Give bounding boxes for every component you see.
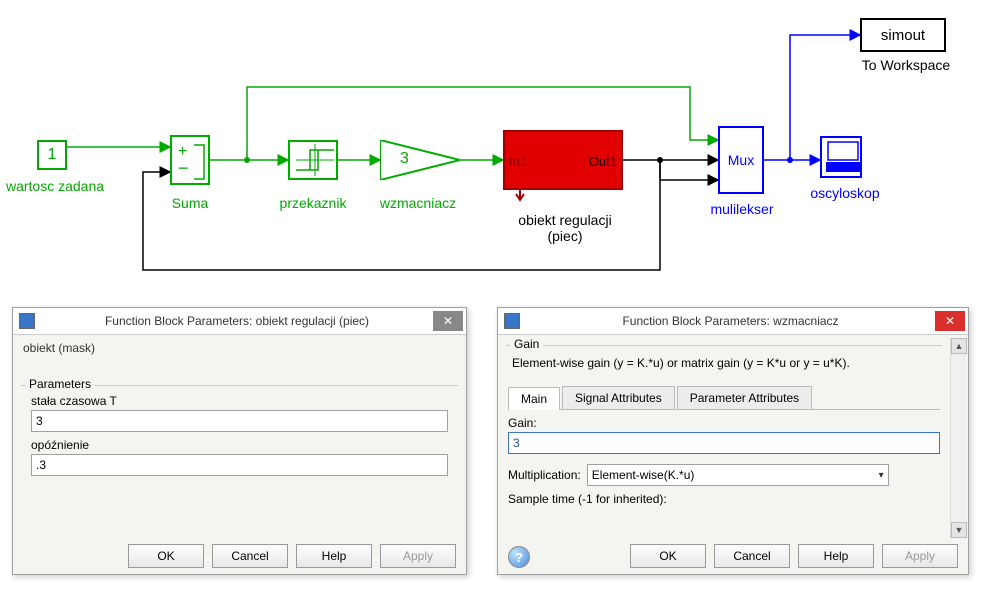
- scope-icon: [822, 136, 860, 178]
- mux-label: mulilekser: [707, 201, 777, 217]
- dialog1-field0-label: stała czasowa T: [31, 394, 448, 408]
- scope-label: oscyloskop: [805, 185, 885, 201]
- dialog2-sample-label: Sample time (-1 for inherited):: [508, 492, 940, 506]
- gain-label: wzmacniacz: [373, 195, 463, 211]
- dialog1-params-legend: Parameters: [25, 377, 95, 391]
- help-icon[interactable]: ?: [508, 546, 530, 568]
- sum-icon: [172, 137, 212, 187]
- dialog2-gain-fieldset: Gain Element-wise gain (y = K.*u) or mat…: [506, 345, 942, 380]
- dialog-wzmacniacz: Function Block Parameters: wzmacniacz ✕ …: [497, 307, 969, 575]
- toworkspace-block[interactable]: simout: [860, 18, 946, 52]
- tab-signal-attributes[interactable]: Signal Attributes: [562, 386, 675, 409]
- gain-value: 3: [400, 150, 409, 168]
- apply-button[interactable]: Apply: [882, 544, 958, 568]
- chevron-down-icon: ▾: [879, 470, 884, 481]
- dialog2-gain-label: Gain:: [508, 416, 940, 430]
- ok-button[interactable]: OK: [128, 544, 204, 568]
- gain-block[interactable]: 3: [380, 140, 460, 180]
- toworkspace-label: To Workspace: [846, 57, 966, 73]
- dialog2-titlebar[interactable]: Function Block Parameters: wzmacniacz ✕: [498, 308, 968, 335]
- sum-label: Suma: [160, 195, 220, 211]
- dialog2-desc: Element-wise gain (y = K.*u) or matrix g…: [506, 348, 942, 380]
- mux-block[interactable]: Mux: [718, 126, 764, 194]
- cancel-button[interactable]: Cancel: [212, 544, 288, 568]
- simulink-icon: [19, 313, 35, 329]
- dialog2-title: Function Block Parameters: wzmacniacz: [526, 314, 935, 328]
- apply-button[interactable]: Apply: [380, 544, 456, 568]
- dialog-obiekt: Function Block Parameters: obiekt regula…: [12, 307, 467, 575]
- subsystem-in-port: In1: [509, 154, 527, 169]
- dialog2-mult-value: Element-wise(K.*u): [592, 468, 695, 482]
- close-icon[interactable]: ✕: [935, 311, 965, 331]
- dialog1-field0-input[interactable]: [31, 410, 448, 432]
- simulink-icon: [504, 313, 520, 329]
- dialog2-mult-select[interactable]: Element-wise(K.*u) ▾: [587, 464, 889, 486]
- dialog2-gain-input[interactable]: [508, 432, 940, 454]
- constant-label: wartosc zadana: [0, 178, 110, 194]
- help-button[interactable]: Help: [798, 544, 874, 568]
- dialog2-tabs: Main Signal Attributes Parameter Attribu…: [508, 386, 940, 410]
- dialog1-titlebar[interactable]: Function Block Parameters: obiekt regula…: [13, 308, 466, 335]
- simulink-canvas: 1 wartosc zadana + − Suma przekaznik 3 w…: [0, 0, 988, 300]
- subsystem-label: obiekt regulacji (piec): [490, 212, 640, 244]
- dialog1-field1-input[interactable]: [31, 454, 448, 476]
- dialog1-mask-label: obiekt (mask): [13, 335, 466, 357]
- subsystem-out-port: Out1: [589, 154, 617, 169]
- gain-triangle-icon: [380, 140, 460, 180]
- dialog1-title: Function Block Parameters: obiekt regula…: [41, 314, 433, 328]
- dialog1-button-row: OK Cancel Help Apply: [128, 544, 456, 568]
- scroll-up-icon[interactable]: ▲: [951, 338, 967, 354]
- constant-block[interactable]: 1: [37, 140, 67, 170]
- sum-block[interactable]: + −: [170, 135, 210, 185]
- dialog1-params-fieldset: Parameters stała czasowa T opóźnienie: [21, 385, 458, 476]
- scroll-down-icon[interactable]: ▼: [951, 522, 967, 538]
- dialog2-scrollbar[interactable]: ▲ ▼: [950, 338, 966, 538]
- relay-block[interactable]: [288, 140, 338, 180]
- close-icon[interactable]: ✕: [433, 311, 463, 331]
- dialog2-button-row: OK Cancel Help Apply: [630, 544, 958, 568]
- help-button[interactable]: Help: [296, 544, 372, 568]
- tab-main[interactable]: Main: [508, 387, 560, 410]
- dialog2-mult-label: Multiplication:: [508, 468, 581, 482]
- cancel-button[interactable]: Cancel: [714, 544, 790, 568]
- subsystem-block[interactable]: In1 Out1: [503, 130, 623, 190]
- dialog1-field1-label: opóźnienie: [31, 438, 448, 452]
- tab-parameter-attributes[interactable]: Parameter Attributes: [677, 386, 812, 409]
- scope-block[interactable]: [820, 136, 862, 178]
- relay-icon: [290, 140, 336, 180]
- relay-label: przekaznik: [273, 195, 353, 211]
- dialog2-group-legend: Gain: [510, 337, 543, 351]
- ok-button[interactable]: OK: [630, 544, 706, 568]
